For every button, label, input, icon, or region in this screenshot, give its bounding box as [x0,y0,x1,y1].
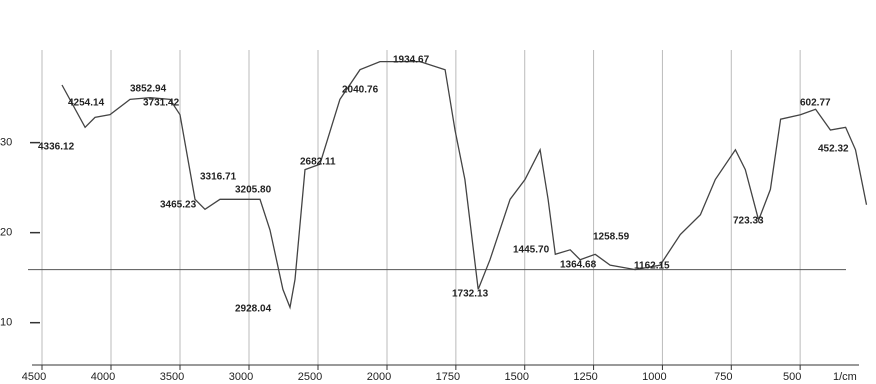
x-tick-label: 1500 [504,371,528,383]
peak-label: 1732.13 [452,289,489,300]
peak-label: 1162.15 [634,261,670,272]
y-tick-label: 30 [0,137,12,149]
peak-label: 1364.68 [560,260,597,271]
peak-label: 1258.59 [593,232,630,243]
peak-label: 3852.94 [130,84,167,95]
peak-label: 3465.23 [160,200,197,211]
x-tick-label: 750 [714,371,732,383]
peak-label: 1934.67 [393,55,430,66]
x-tick-label: 4500 [22,371,46,383]
x-tick-label: 500 [783,371,801,383]
x-tick-label: 2500 [298,371,322,383]
peak-label: 602.77 [800,98,831,109]
peak-label: 452.32 [818,144,849,155]
peak-label: 1445.70 [513,245,550,256]
peak-label: 2928.04 [235,304,272,315]
peak-label: 4336.12 [38,142,75,153]
x-tick-label: 1750 [436,371,460,383]
peak-label: 2682.11 [300,157,336,168]
x-tick-label: 3500 [160,371,184,383]
x-tick-label: 4000 [91,371,115,383]
peak-label: 3316.71 [200,172,237,183]
x-tick-label: 2000 [367,371,391,383]
peak-label: 2040.76 [342,85,379,96]
peak-label: 4254.14 [68,98,105,109]
y-tick-label: 10 [0,317,12,329]
peak-label: 3731.42 [143,98,180,109]
x-tick-label: 1250 [573,371,597,383]
x-axis-label: 1/cm [833,371,857,383]
y-tick-label: 20 [0,227,12,239]
spectrum-line [61,60,868,310]
x-tick-label: 3000 [229,371,253,383]
peak-label: 3205.80 [235,185,272,196]
x-tick-label: 1000 [642,371,666,383]
peak-label: 723.33 [733,216,764,227]
